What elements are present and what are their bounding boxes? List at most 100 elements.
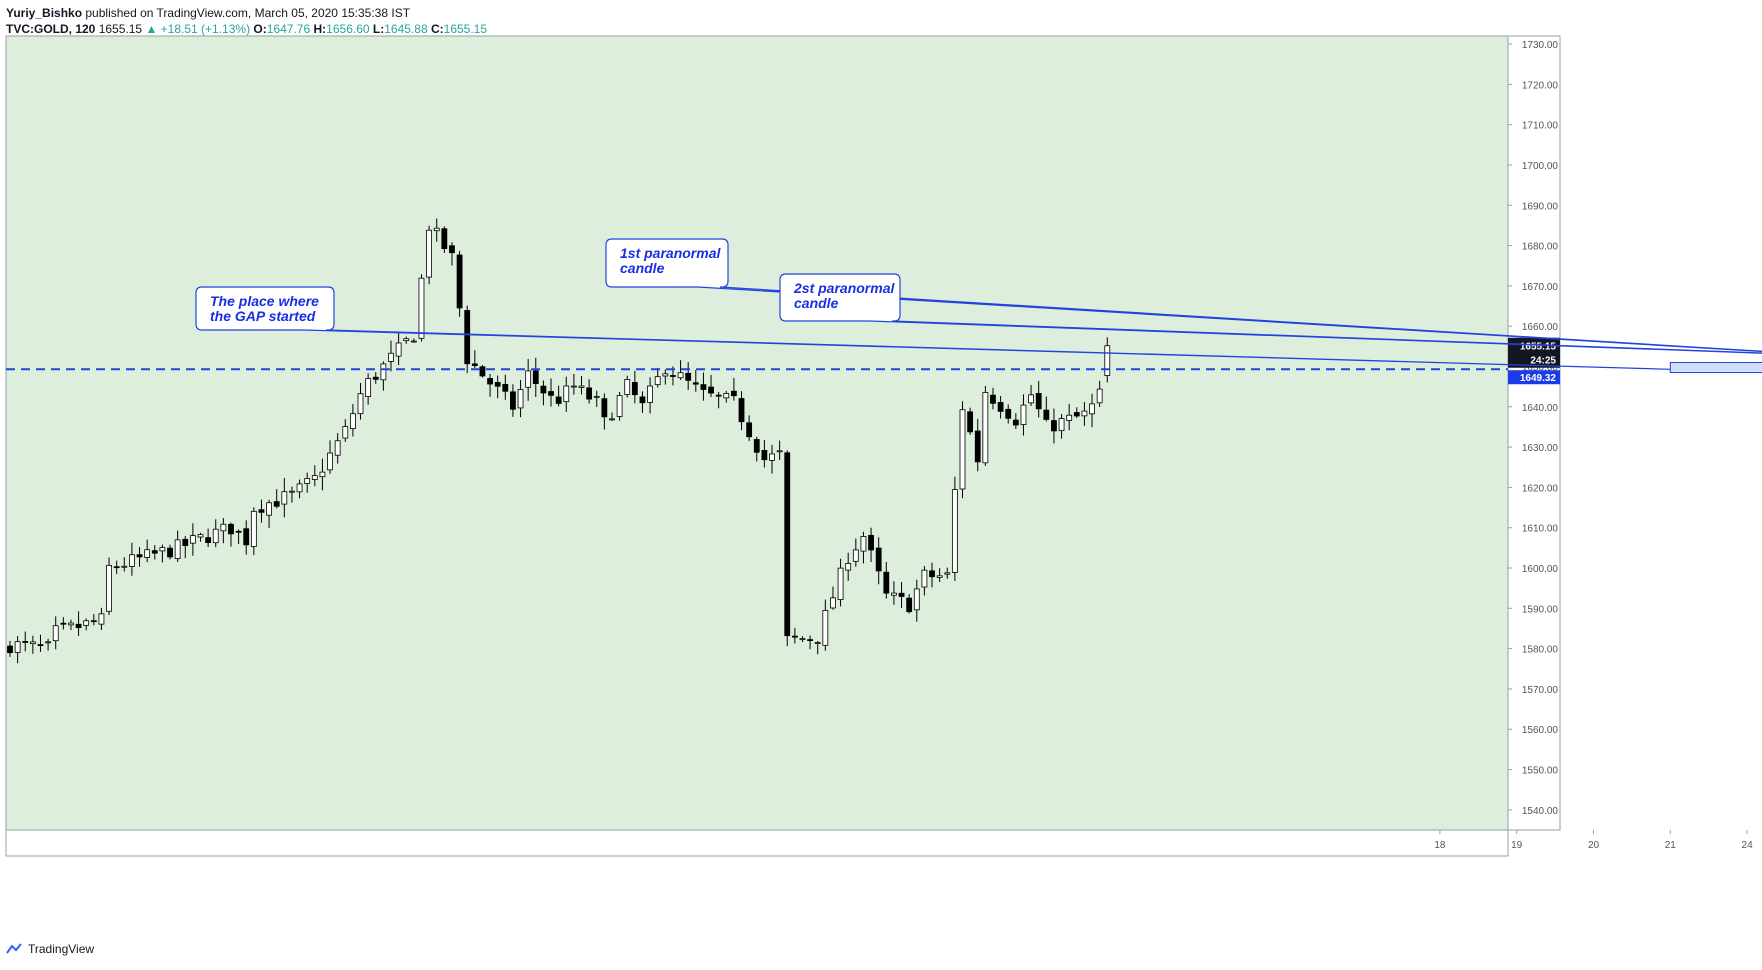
candle-body [403, 338, 410, 341]
candle [487, 373, 493, 397]
tradingview-logo-icon [6, 943, 22, 954]
candle-body [441, 228, 448, 249]
candle [83, 618, 90, 631]
candle-body [349, 413, 356, 430]
candle-body [479, 366, 486, 377]
candle [677, 360, 684, 380]
annotation-text: 1st paranormal [620, 245, 721, 261]
candle [319, 458, 326, 491]
candle [380, 361, 387, 391]
candle [220, 518, 227, 544]
candle-body [738, 398, 745, 423]
candle [654, 367, 661, 388]
annotation-callout [195, 286, 1671, 370]
candle [349, 404, 356, 437]
candle [266, 499, 272, 528]
candle-body [959, 409, 966, 490]
gap-zone [1669, 361, 1762, 374]
candle [1035, 381, 1042, 418]
candle [235, 529, 242, 545]
candle [159, 544, 166, 563]
candle-body [791, 635, 798, 638]
candle-body [1043, 409, 1050, 420]
candle [189, 523, 196, 556]
candle [334, 433, 341, 464]
candle [883, 562, 890, 599]
candle [982, 386, 989, 466]
candle [281, 478, 288, 518]
candle [891, 581, 897, 605]
candle-body [555, 396, 562, 404]
y-tick-label: 1590.00 [1522, 604, 1559, 615]
candle [304, 472, 311, 493]
candle-body [967, 411, 974, 433]
candle [296, 479, 303, 499]
candle [372, 372, 379, 384]
y-tick-label: 1700.00 [1522, 161, 1559, 172]
candle [311, 465, 318, 487]
candle [441, 226, 448, 253]
candle-body [578, 385, 585, 388]
x-tick-label: 18 [1434, 840, 1446, 851]
ohlc-legend: TVC:GOLD, 120 1655.15 ▲ +18.51 (+1.13%) … [6, 22, 488, 36]
candle-body [410, 340, 417, 343]
candle-body [151, 550, 158, 554]
last-price-label: 1655.15 [1520, 342, 1557, 353]
candle [525, 359, 532, 401]
candle [624, 375, 631, 398]
candle [1043, 396, 1050, 422]
candle [22, 631, 29, 652]
candle-body [426, 229, 433, 278]
candle [464, 305, 471, 374]
level-tag-label: 1649.32 [1520, 373, 1557, 384]
candle [174, 530, 181, 562]
y-tick-label: 1580.00 [1522, 645, 1559, 656]
candle [258, 499, 265, 523]
candle-body [129, 554, 135, 567]
candle-body [388, 352, 394, 362]
candle [830, 586, 836, 610]
candle [418, 274, 425, 342]
candle [685, 362, 692, 390]
candle [875, 537, 882, 585]
candle-body [449, 245, 455, 254]
candle-body [631, 381, 638, 396]
candle-body [182, 538, 189, 546]
candle [449, 242, 455, 266]
candle-body [1051, 420, 1057, 432]
candle [98, 607, 105, 630]
annotation-text: the GAP started [210, 308, 316, 324]
candle [510, 384, 516, 417]
candle [144, 539, 151, 563]
candle-body [45, 641, 51, 644]
y-tick-label: 1680.00 [1522, 242, 1559, 253]
candle-body [715, 394, 722, 397]
candle [1020, 394, 1027, 436]
candle [548, 378, 554, 407]
candle [845, 552, 852, 581]
candle-body [769, 453, 775, 461]
candle [974, 418, 981, 472]
candle-body [570, 385, 577, 388]
y-tick-label: 1660.00 [1522, 322, 1559, 333]
candle-body [913, 588, 920, 611]
candle-body [563, 385, 570, 403]
candle-body [365, 378, 372, 397]
candle-body [327, 452, 333, 471]
candle-body [1005, 408, 1012, 419]
candle [715, 392, 722, 409]
candle-body [868, 534, 874, 551]
candle [791, 627, 798, 644]
candle [403, 336, 410, 344]
candle-body [1081, 410, 1088, 417]
candle-body [845, 563, 852, 571]
candle [997, 395, 1004, 419]
candle-body [586, 387, 593, 400]
candle-body [1020, 404, 1027, 425]
candle [471, 350, 478, 369]
candle-body [75, 623, 82, 629]
candle [746, 415, 753, 442]
candle [289, 486, 295, 503]
candle [1051, 408, 1057, 444]
